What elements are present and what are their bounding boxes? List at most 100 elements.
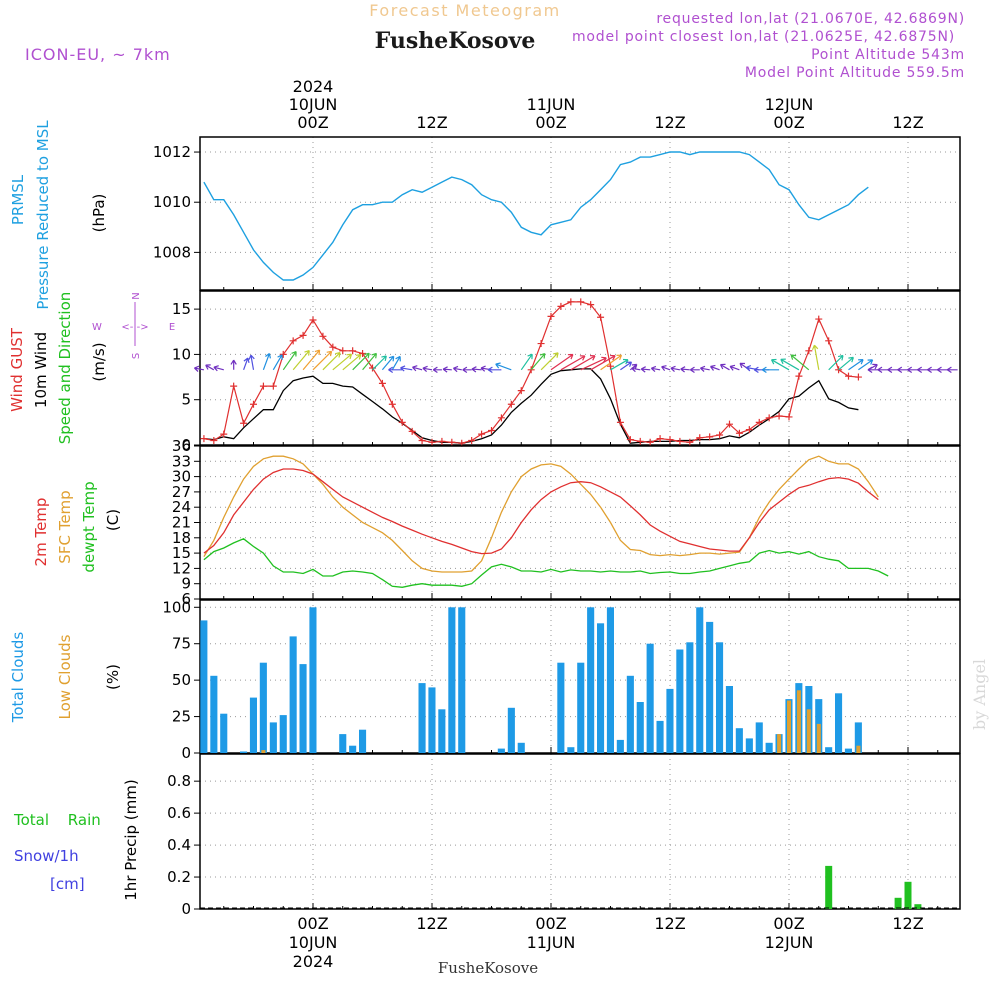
ytick-label-clouds-3: 75	[172, 635, 191, 653]
wind-arrow	[312, 350, 333, 371]
wind-arrow	[230, 359, 237, 370]
total-cloud-bar	[359, 729, 367, 753]
gust-marker	[815, 315, 823, 323]
wind-arrow	[770, 358, 790, 371]
low-cloud-bar	[787, 700, 791, 753]
total-clouds-label: Total Clouds	[9, 632, 27, 724]
top-date-1: 10JUN	[289, 95, 338, 114]
gust-marker	[845, 372, 852, 380]
wind-arrow	[452, 365, 462, 373]
top-hour-6: 12Z	[892, 113, 923, 132]
gust-marker	[676, 437, 684, 445]
total-cloud-bar	[646, 643, 654, 753]
top-date-2: 11JUN	[527, 95, 576, 114]
gust-marker	[309, 316, 317, 324]
frame-precip	[199, 753, 961, 910]
ytick-label-temperature-10: 36	[172, 437, 191, 455]
total-cloud-bar	[309, 607, 317, 753]
wind-arrow	[828, 354, 844, 371]
wind-arrow	[381, 355, 395, 371]
wind-arrow	[620, 361, 633, 371]
gust-marker	[805, 347, 813, 355]
wind-arrow	[719, 363, 730, 371]
gust-marker	[745, 426, 753, 434]
total-cloud-bar	[349, 745, 357, 753]
total-cloud-bar	[210, 675, 218, 753]
wind-arrow	[897, 366, 908, 374]
wind-arrow	[412, 365, 423, 372]
gust-marker	[279, 350, 287, 358]
dewpoint-line	[203, 538, 889, 588]
ytick-label-temperature-3: 15	[172, 544, 191, 562]
top-hour-3: 00Z	[535, 113, 566, 132]
gust-marker	[408, 427, 416, 435]
total-cloud-bar	[735, 728, 743, 753]
wind-arrow	[342, 354, 362, 371]
compass-n: N	[131, 292, 142, 299]
total-cloud-bar	[825, 747, 833, 753]
wind-arrow	[262, 353, 271, 371]
gust-marker	[785, 413, 793, 421]
bottom-date-1: 10JUN	[289, 933, 338, 952]
total-cloud-bar	[597, 623, 605, 753]
location-title: FusheKosove	[375, 28, 536, 54]
top-year: 2024	[293, 77, 334, 96]
ytick-label-temperature-1: 9	[181, 575, 191, 593]
bottom-year: 2024	[293, 952, 334, 971]
wind-arrow	[661, 365, 671, 372]
total-cloud-bar	[507, 707, 515, 753]
gust-marker	[607, 362, 614, 370]
rain-bar	[914, 904, 922, 909]
wind-arrow	[811, 344, 820, 370]
wind-arrow	[213, 365, 224, 372]
gust-marker	[378, 379, 386, 387]
pressure-label-2: Pressure Reduced to MSL	[34, 120, 52, 310]
gust-marker	[319, 332, 327, 340]
total-cloud-bar	[567, 747, 575, 753]
wind-arrow	[858, 359, 874, 371]
wind-arrow	[530, 353, 546, 371]
clouds-unit: (%)	[104, 664, 122, 690]
ytick-label-temperature-2: 12	[172, 559, 191, 577]
gust-marker	[646, 438, 654, 446]
wind-arrow	[422, 365, 433, 373]
pressure-unit: (hPa)	[90, 194, 108, 233]
gust-marker	[527, 366, 535, 374]
gust-marker	[329, 343, 337, 351]
total-cloud-bar	[706, 621, 714, 753]
ytick-label-precip-3: 0.6	[167, 804, 191, 822]
total-cloud-bar	[616, 739, 624, 753]
gust-marker	[726, 420, 733, 428]
total-cloud-bar	[696, 607, 704, 753]
low-cloud-bar	[796, 690, 801, 753]
total-cloud-bar	[428, 687, 436, 753]
gust-marker	[735, 429, 743, 437]
low-cloud-bar	[816, 723, 821, 753]
total-cloud-bar	[854, 722, 862, 753]
dew-label: dewpt Temp	[80, 481, 98, 572]
gust-marker	[597, 313, 605, 321]
total-cloud-bar	[626, 675, 634, 753]
gust-marker	[488, 427, 495, 435]
bottom-date-2: 11JUN	[527, 933, 576, 952]
wind-arrow	[631, 365, 641, 373]
ytick-label-temperature-9: 33	[172, 452, 191, 470]
gust-marker	[230, 382, 238, 390]
wind-arrow	[495, 362, 512, 371]
wind-arrow	[520, 353, 533, 371]
ytick-label-precip-1: 0.2	[167, 868, 191, 886]
total-cloud-bar	[249, 697, 257, 753]
total-cloud-bar	[448, 607, 456, 753]
bottom-hour-1: 00Z	[297, 914, 328, 933]
total-cloud-bar	[200, 620, 208, 753]
ytick-label-pressure-0: 1008	[153, 243, 191, 261]
compass-e: E	[169, 322, 175, 333]
gust-marker	[854, 373, 862, 381]
gust-marker	[835, 366, 843, 374]
total-cloud-bar	[835, 693, 843, 753]
top-hour-5: 00Z	[773, 113, 804, 132]
wind-10m-line	[203, 368, 859, 444]
ytick-label-clouds-1: 25	[172, 708, 191, 726]
model-altitude: Model Point Altitude 559.5m	[745, 65, 965, 81]
wind-arrow	[700, 365, 710, 372]
